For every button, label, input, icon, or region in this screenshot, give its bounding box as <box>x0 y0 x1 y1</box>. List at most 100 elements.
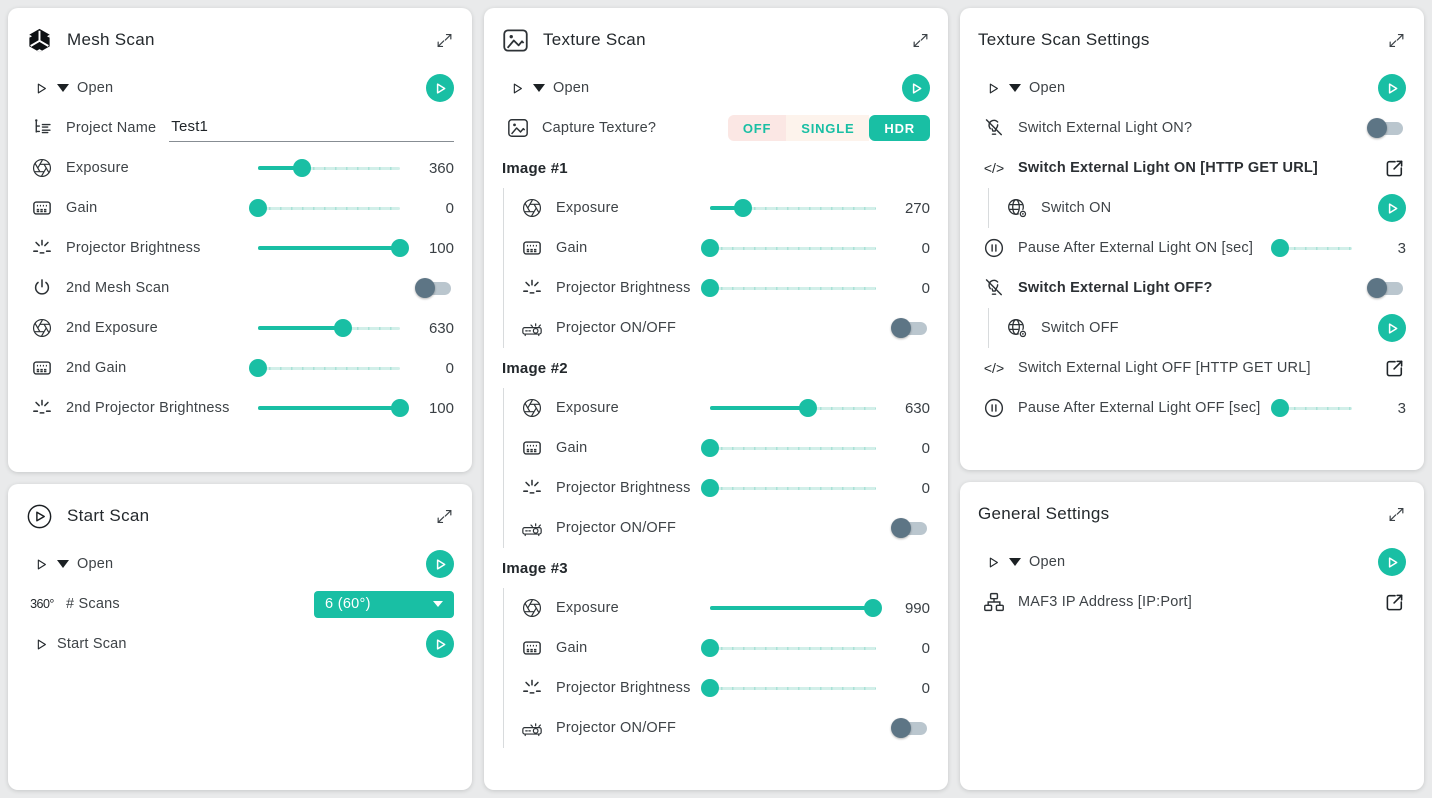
slider[interactable] <box>258 159 400 177</box>
row-label[interactable]: Start Scan <box>57 636 127 652</box>
brightness-icon <box>521 677 543 699</box>
play-button[interactable] <box>1378 314 1406 342</box>
play-white-icon <box>909 81 924 96</box>
row-label[interactable]: Open <box>1029 554 1066 570</box>
slider-thumb[interactable] <box>391 399 409 417</box>
slider-thumb[interactable] <box>293 159 312 177</box>
toggle-switch[interactable] <box>891 518 927 538</box>
row-label[interactable]: Open <box>1029 80 1066 96</box>
slider[interactable] <box>258 319 400 337</box>
play-outline-icon[interactable] <box>987 82 1000 95</box>
caret-down-icon[interactable] <box>57 84 69 92</box>
slider[interactable] <box>249 359 400 377</box>
expand-button[interactable] <box>1387 505 1406 524</box>
slider-track[interactable] <box>710 446 876 450</box>
option-off[interactable]: OFF <box>727 115 787 141</box>
toggle-switch[interactable] <box>891 318 927 338</box>
row-label: Switch ON <box>1041 200 1112 216</box>
slider-thumb[interactable] <box>701 639 719 657</box>
toggle-knob[interactable] <box>891 718 911 738</box>
toggle-knob[interactable] <box>891 518 911 538</box>
slider-thumb[interactable] <box>863 599 882 617</box>
slider-track[interactable] <box>1272 406 1352 410</box>
slider[interactable] <box>701 239 876 257</box>
caret-down-icon[interactable] <box>1009 558 1021 566</box>
play-button[interactable] <box>1378 194 1406 222</box>
slider-thumb[interactable] <box>249 199 267 217</box>
open-external-button[interactable] <box>1383 357 1406 380</box>
slider-track[interactable] <box>710 686 876 690</box>
slider[interactable] <box>710 599 882 617</box>
slider-thumb[interactable] <box>734 199 753 217</box>
slider-track[interactable] <box>258 366 400 370</box>
slider-track[interactable] <box>258 166 400 170</box>
slider[interactable] <box>701 279 876 297</box>
slider-track[interactable] <box>258 206 400 210</box>
play-outline-icon[interactable] <box>511 82 524 95</box>
play-button[interactable] <box>1378 74 1406 102</box>
slider-value: 3 <box>1397 399 1406 417</box>
slider[interactable] <box>701 679 876 697</box>
slider-track[interactable] <box>1272 246 1352 250</box>
slider[interactable] <box>258 399 409 417</box>
slider-thumb[interactable] <box>1271 239 1289 257</box>
slider[interactable] <box>258 239 409 257</box>
play-button[interactable] <box>1378 548 1406 576</box>
open-external-button[interactable] <box>1383 591 1406 614</box>
slider-thumb[interactable] <box>391 239 409 257</box>
project-name-input[interactable]: Test1 <box>169 115 454 142</box>
slider-thumb[interactable] <box>701 439 719 457</box>
play-outline-icon[interactable] <box>35 638 48 651</box>
slider-thumb[interactable] <box>798 399 817 417</box>
slider-track[interactable] <box>710 286 876 290</box>
slider-track[interactable] <box>710 486 876 490</box>
row-label[interactable]: Open <box>77 556 114 572</box>
expand-button[interactable] <box>435 507 454 526</box>
toggle-switch[interactable] <box>891 718 927 738</box>
slider-thumb[interactable] <box>249 359 267 377</box>
slider-thumb[interactable] <box>1271 399 1289 417</box>
row-label[interactable]: Open <box>77 80 114 96</box>
play-button[interactable] <box>426 630 454 658</box>
slider-thumb[interactable] <box>701 679 719 697</box>
play-button[interactable] <box>426 550 454 578</box>
caret-down-icon[interactable] <box>57 560 69 568</box>
slider[interactable] <box>710 399 876 417</box>
slider[interactable] <box>701 439 876 457</box>
slider[interactable] <box>710 199 876 217</box>
slider-thumb[interactable] <box>701 239 719 257</box>
slider-track[interactable] <box>710 246 876 250</box>
slider-thumb[interactable] <box>701 279 719 297</box>
slider[interactable] <box>701 639 876 657</box>
caret-down-icon[interactable] <box>1009 84 1021 92</box>
toggle-switch[interactable] <box>415 278 451 298</box>
toggle-switch[interactable] <box>1367 278 1403 298</box>
toggle-switch[interactable] <box>1367 118 1403 138</box>
slider-track[interactable] <box>710 206 876 210</box>
toggle-knob[interactable] <box>415 278 435 298</box>
play-button[interactable] <box>426 74 454 102</box>
toggle-knob[interactable] <box>1367 278 1387 298</box>
slider[interactable] <box>1271 399 1352 417</box>
play-button[interactable] <box>902 74 930 102</box>
option-single[interactable]: SINGLE <box>786 115 870 141</box>
scans-select[interactable]: 6 (60°) <box>314 590 454 618</box>
slider[interactable] <box>1271 239 1352 257</box>
toggle-knob[interactable] <box>1367 118 1387 138</box>
play-outline-icon[interactable] <box>987 556 1000 569</box>
slider-thumb[interactable] <box>334 319 353 337</box>
row-label[interactable]: Open <box>553 80 590 96</box>
play-outline-icon[interactable] <box>35 82 48 95</box>
expand-button[interactable] <box>435 31 454 50</box>
option-hdr[interactable]: HDR <box>869 115 930 141</box>
slider[interactable] <box>249 199 400 217</box>
slider[interactable] <box>701 479 876 497</box>
expand-button[interactable] <box>1387 31 1406 50</box>
expand-button[interactable] <box>911 31 930 50</box>
toggle-knob[interactable] <box>891 318 911 338</box>
open-external-button[interactable] <box>1383 157 1406 180</box>
slider-thumb[interactable] <box>701 479 719 497</box>
play-outline-icon[interactable] <box>35 558 48 571</box>
caret-down-icon[interactable] <box>533 84 545 92</box>
slider-track[interactable] <box>710 646 876 650</box>
